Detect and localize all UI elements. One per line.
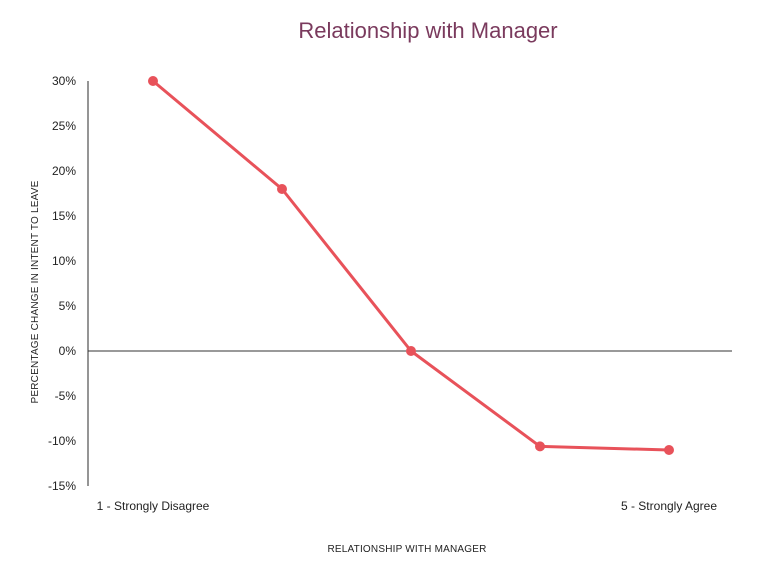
x-axis-labels: 1 - Strongly Disagree 5 - Strongly Agree [97, 499, 718, 513]
y-tick-label: 5% [59, 299, 77, 313]
x-axis-title: RELATIONSHIP WITH MANAGER [327, 544, 486, 555]
data-point [664, 445, 674, 455]
y-tick-label: -10% [48, 434, 76, 448]
series-layer [148, 76, 674, 455]
y-axis-title: PERCENTAGE CHANGE IN INTENT TO LEAVE [30, 180, 41, 403]
data-point [148, 76, 158, 86]
y-tick-label: 20% [52, 164, 76, 178]
x-tick-label: 5 - Strongly Agree [621, 499, 717, 513]
chart-title: Relationship with Manager [298, 18, 557, 43]
y-tick-label: -15% [48, 479, 76, 493]
series-line [151, 79, 671, 452]
y-tick-label: 30% [52, 74, 76, 88]
data-point [406, 346, 416, 356]
y-tick-label: 15% [52, 209, 76, 223]
data-point [535, 441, 545, 452]
y-tick-label: -5% [55, 389, 77, 403]
x-tick-label: 1 - Strongly Disagree [97, 499, 210, 513]
y-tick-label: 10% [52, 254, 76, 268]
data-point [277, 184, 287, 194]
y-tick-label: 0% [59, 344, 77, 358]
y-tick-label: 25% [52, 119, 76, 133]
y-axis-ticks: 30% 25% 20% 15% 10% 5% 0% -5% -10% -15% [48, 74, 76, 493]
